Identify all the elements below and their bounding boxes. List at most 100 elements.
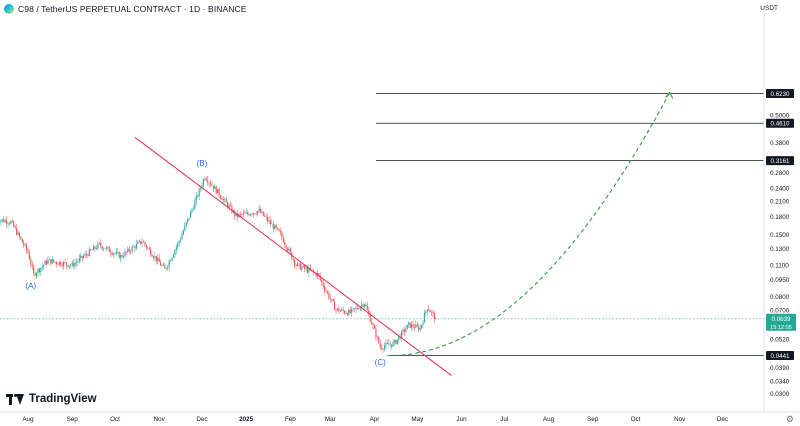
candle-down <box>321 279 323 286</box>
candle-up <box>122 252 125 260</box>
candle-body <box>383 346 386 350</box>
price-tick-label: 0.1100 <box>770 263 789 270</box>
candle-down <box>248 212 250 217</box>
candle-down <box>247 210 249 216</box>
time-tick-label: Aug <box>543 416 555 423</box>
tradingview-logo[interactable]: TradingView <box>6 393 97 405</box>
price-tick-label: 0.1800 <box>770 214 790 221</box>
candle-down <box>34 271 36 278</box>
candle-up <box>224 197 226 204</box>
candle-down <box>325 286 327 294</box>
candle-up <box>180 236 182 244</box>
candle-body <box>124 251 126 257</box>
candle-down <box>144 241 146 248</box>
candle-up <box>107 246 109 250</box>
candle-up <box>363 303 366 309</box>
candle-body <box>368 310 370 315</box>
candle-up <box>376 335 378 341</box>
candle-body <box>344 310 346 314</box>
candle-body <box>37 268 39 274</box>
candle-body <box>113 253 115 255</box>
candle-body <box>254 213 256 214</box>
candle-down <box>13 220 15 228</box>
candle-down <box>329 293 331 303</box>
candle-body <box>142 242 145 243</box>
candle-down <box>432 309 434 318</box>
candle-up <box>137 240 139 245</box>
candle-up <box>48 258 50 260</box>
candle-body <box>284 242 286 245</box>
candle-body <box>349 309 351 313</box>
candle-down <box>85 250 88 258</box>
candle-down <box>18 230 20 240</box>
price-tick-label: 0.2800 <box>770 170 790 177</box>
candle-body <box>74 262 76 267</box>
candle-down <box>33 263 35 276</box>
candle-up <box>10 219 12 225</box>
candle-down <box>299 261 301 271</box>
candle-body <box>214 186 216 189</box>
candle-up <box>24 243 26 248</box>
candle-down <box>395 339 397 345</box>
current-price-label: 0.0639 <box>772 316 791 323</box>
candle-up <box>167 265 169 271</box>
gear-icon[interactable]: ⚙ <box>785 414 794 424</box>
candle-down <box>416 321 418 328</box>
candle-body <box>388 343 390 345</box>
candle-down <box>388 338 390 345</box>
candle-down <box>278 228 280 232</box>
candle-body <box>138 240 140 243</box>
candle-body <box>170 260 172 262</box>
candle-body <box>83 256 85 258</box>
candle-body <box>95 248 97 250</box>
candle-up <box>268 216 270 225</box>
candle-body <box>382 348 384 350</box>
candle-down <box>140 240 142 246</box>
candle-body <box>288 248 290 251</box>
time-tick-label: Oct <box>631 416 641 423</box>
candle-body <box>271 223 273 225</box>
candle-down <box>312 268 314 276</box>
candle-body <box>134 246 136 249</box>
candle-down <box>315 271 317 279</box>
time-tick-label: Aug <box>22 416 34 423</box>
candle-body <box>221 198 223 201</box>
candle-up <box>188 217 190 221</box>
candle-body <box>393 340 396 342</box>
candle-down <box>277 227 279 230</box>
candle-body <box>371 321 373 325</box>
candle-body <box>378 337 380 344</box>
candle-down <box>219 194 222 201</box>
candle-body <box>198 188 200 197</box>
candle-body <box>45 261 48 265</box>
candle-up <box>177 241 179 251</box>
candle-body <box>372 324 374 326</box>
candle-down <box>279 227 281 236</box>
candle-body <box>386 342 388 344</box>
level-label: 0.3161 <box>771 158 790 165</box>
candle-down <box>30 256 32 269</box>
candle-up <box>1 218 3 223</box>
candle-down <box>134 244 136 253</box>
candle-body <box>345 313 347 314</box>
candle-up <box>135 239 137 251</box>
projection-curve[interactable] <box>387 92 671 357</box>
candle-body <box>342 309 344 311</box>
level-badge <box>766 156 794 166</box>
candle-up <box>385 339 387 350</box>
candle-down <box>118 251 120 259</box>
candle-down <box>215 185 217 195</box>
candle-up <box>341 307 343 312</box>
candle-up <box>154 251 156 262</box>
currency-label[interactable]: USDT <box>760 5 778 12</box>
candle-body <box>302 265 304 268</box>
time-tick-label: Dec <box>717 416 728 423</box>
descending-trendline[interactable] <box>134 136 452 376</box>
candle-body <box>255 213 257 215</box>
candle-down <box>104 248 106 250</box>
candle-up <box>336 308 338 312</box>
candle-body <box>362 304 364 307</box>
candle-down <box>100 238 102 249</box>
candle-down <box>130 249 132 256</box>
